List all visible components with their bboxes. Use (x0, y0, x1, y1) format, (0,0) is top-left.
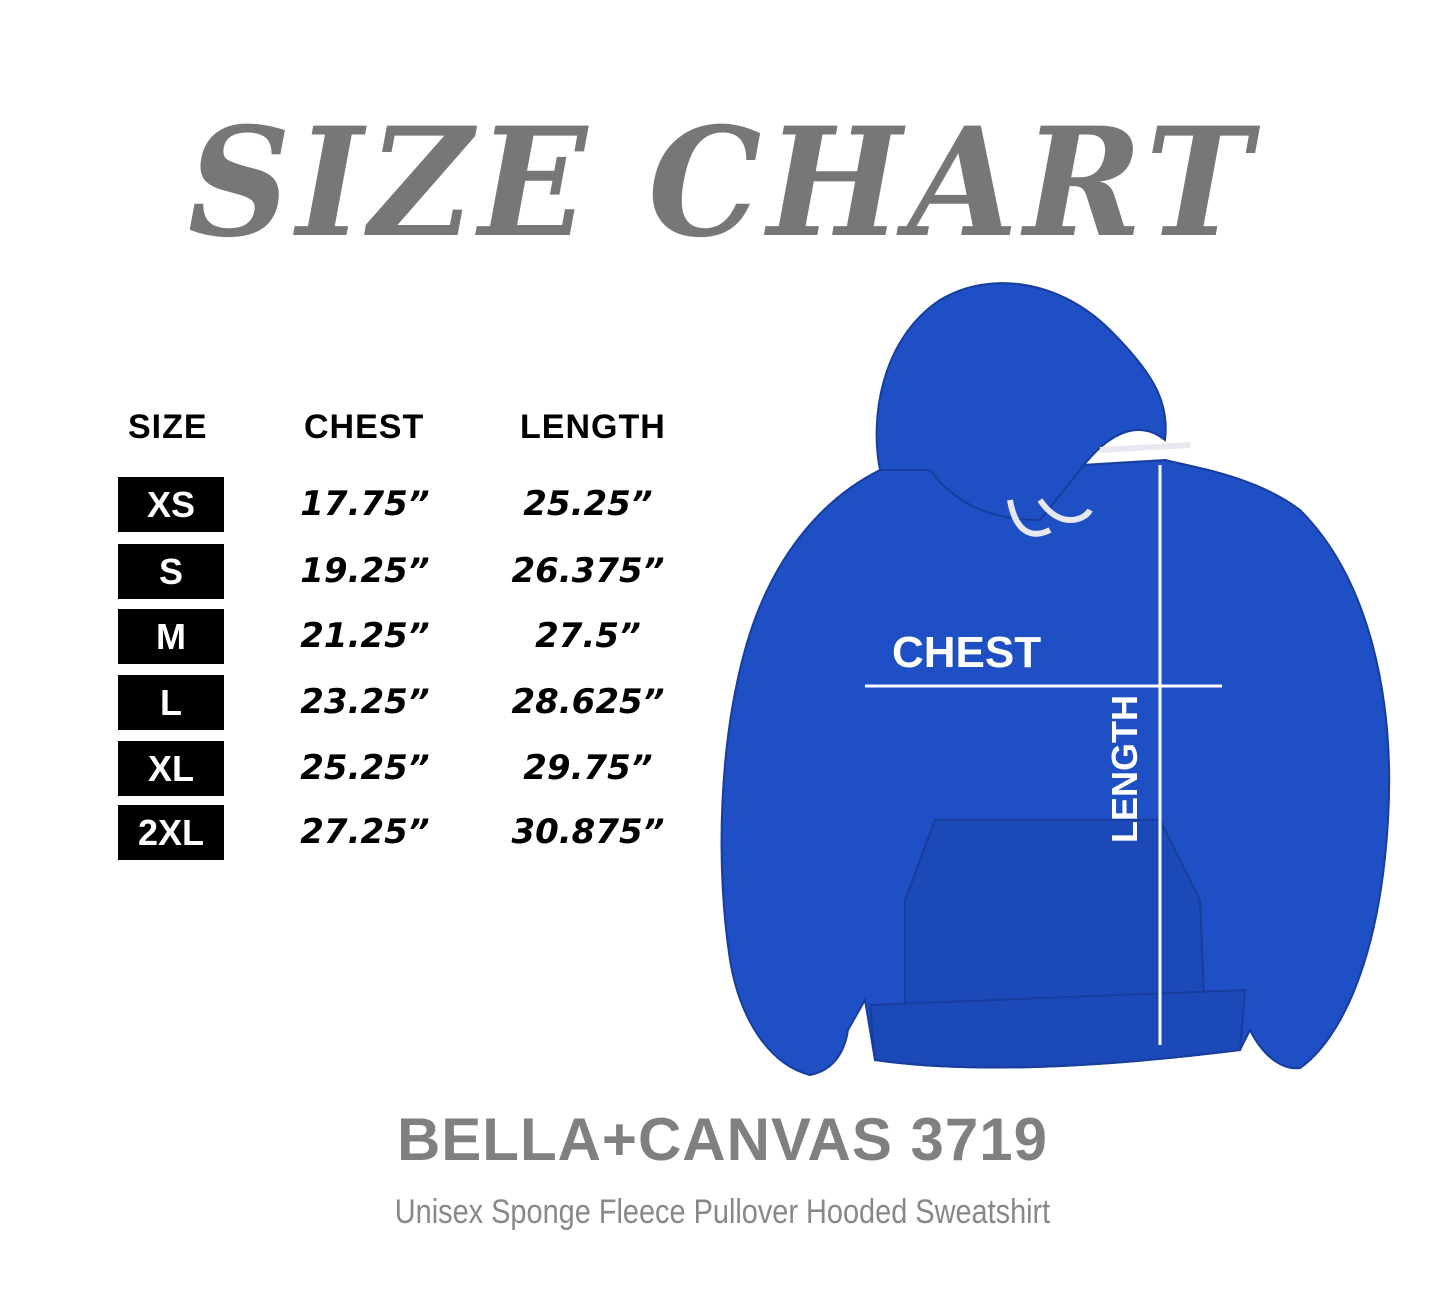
chest-value: 25.25” (300, 748, 430, 788)
length-value: 30.875” (511, 812, 665, 852)
chest-label: CHEST (892, 628, 1042, 677)
size-label: M (118, 609, 224, 664)
drawstrings (1007, 442, 1191, 537)
size-label: S (118, 544, 224, 599)
header-size: SIZE (128, 408, 208, 446)
size-label: L (118, 675, 224, 730)
chest-value: 27.25” (300, 812, 430, 852)
size-label: XL (118, 741, 224, 796)
header-chest: CHEST (304, 408, 425, 446)
length-value: 29.75” (523, 748, 653, 788)
length-value: 28.625” (511, 682, 665, 722)
hoodie-image (720, 282, 1391, 1077)
chest-value: 17.75” (300, 484, 430, 524)
length-label: LENGTH (1104, 695, 1145, 843)
hoodie-hood (875, 282, 1167, 522)
chest-value: 19.25” (300, 551, 430, 591)
size-label: 2XL (118, 805, 224, 860)
length-value: 26.375” (511, 551, 665, 591)
length-value: 25.25” (523, 484, 653, 524)
length-value: 27.5” (535, 616, 641, 656)
header-length: LENGTH (520, 408, 666, 446)
chest-value: 21.25” (300, 616, 430, 656)
chest-value: 23.25” (300, 682, 430, 722)
hoodie-waistband (868, 988, 1247, 1069)
product-description: Unisex Sponge Fleece Pullover Hooded Swe… (394, 1193, 1051, 1231)
product-name: BELLA+CANVAS 3719 (396, 1106, 1049, 1173)
page-title: SIZE CHART (187, 95, 1258, 271)
size-label: XS (118, 477, 224, 532)
